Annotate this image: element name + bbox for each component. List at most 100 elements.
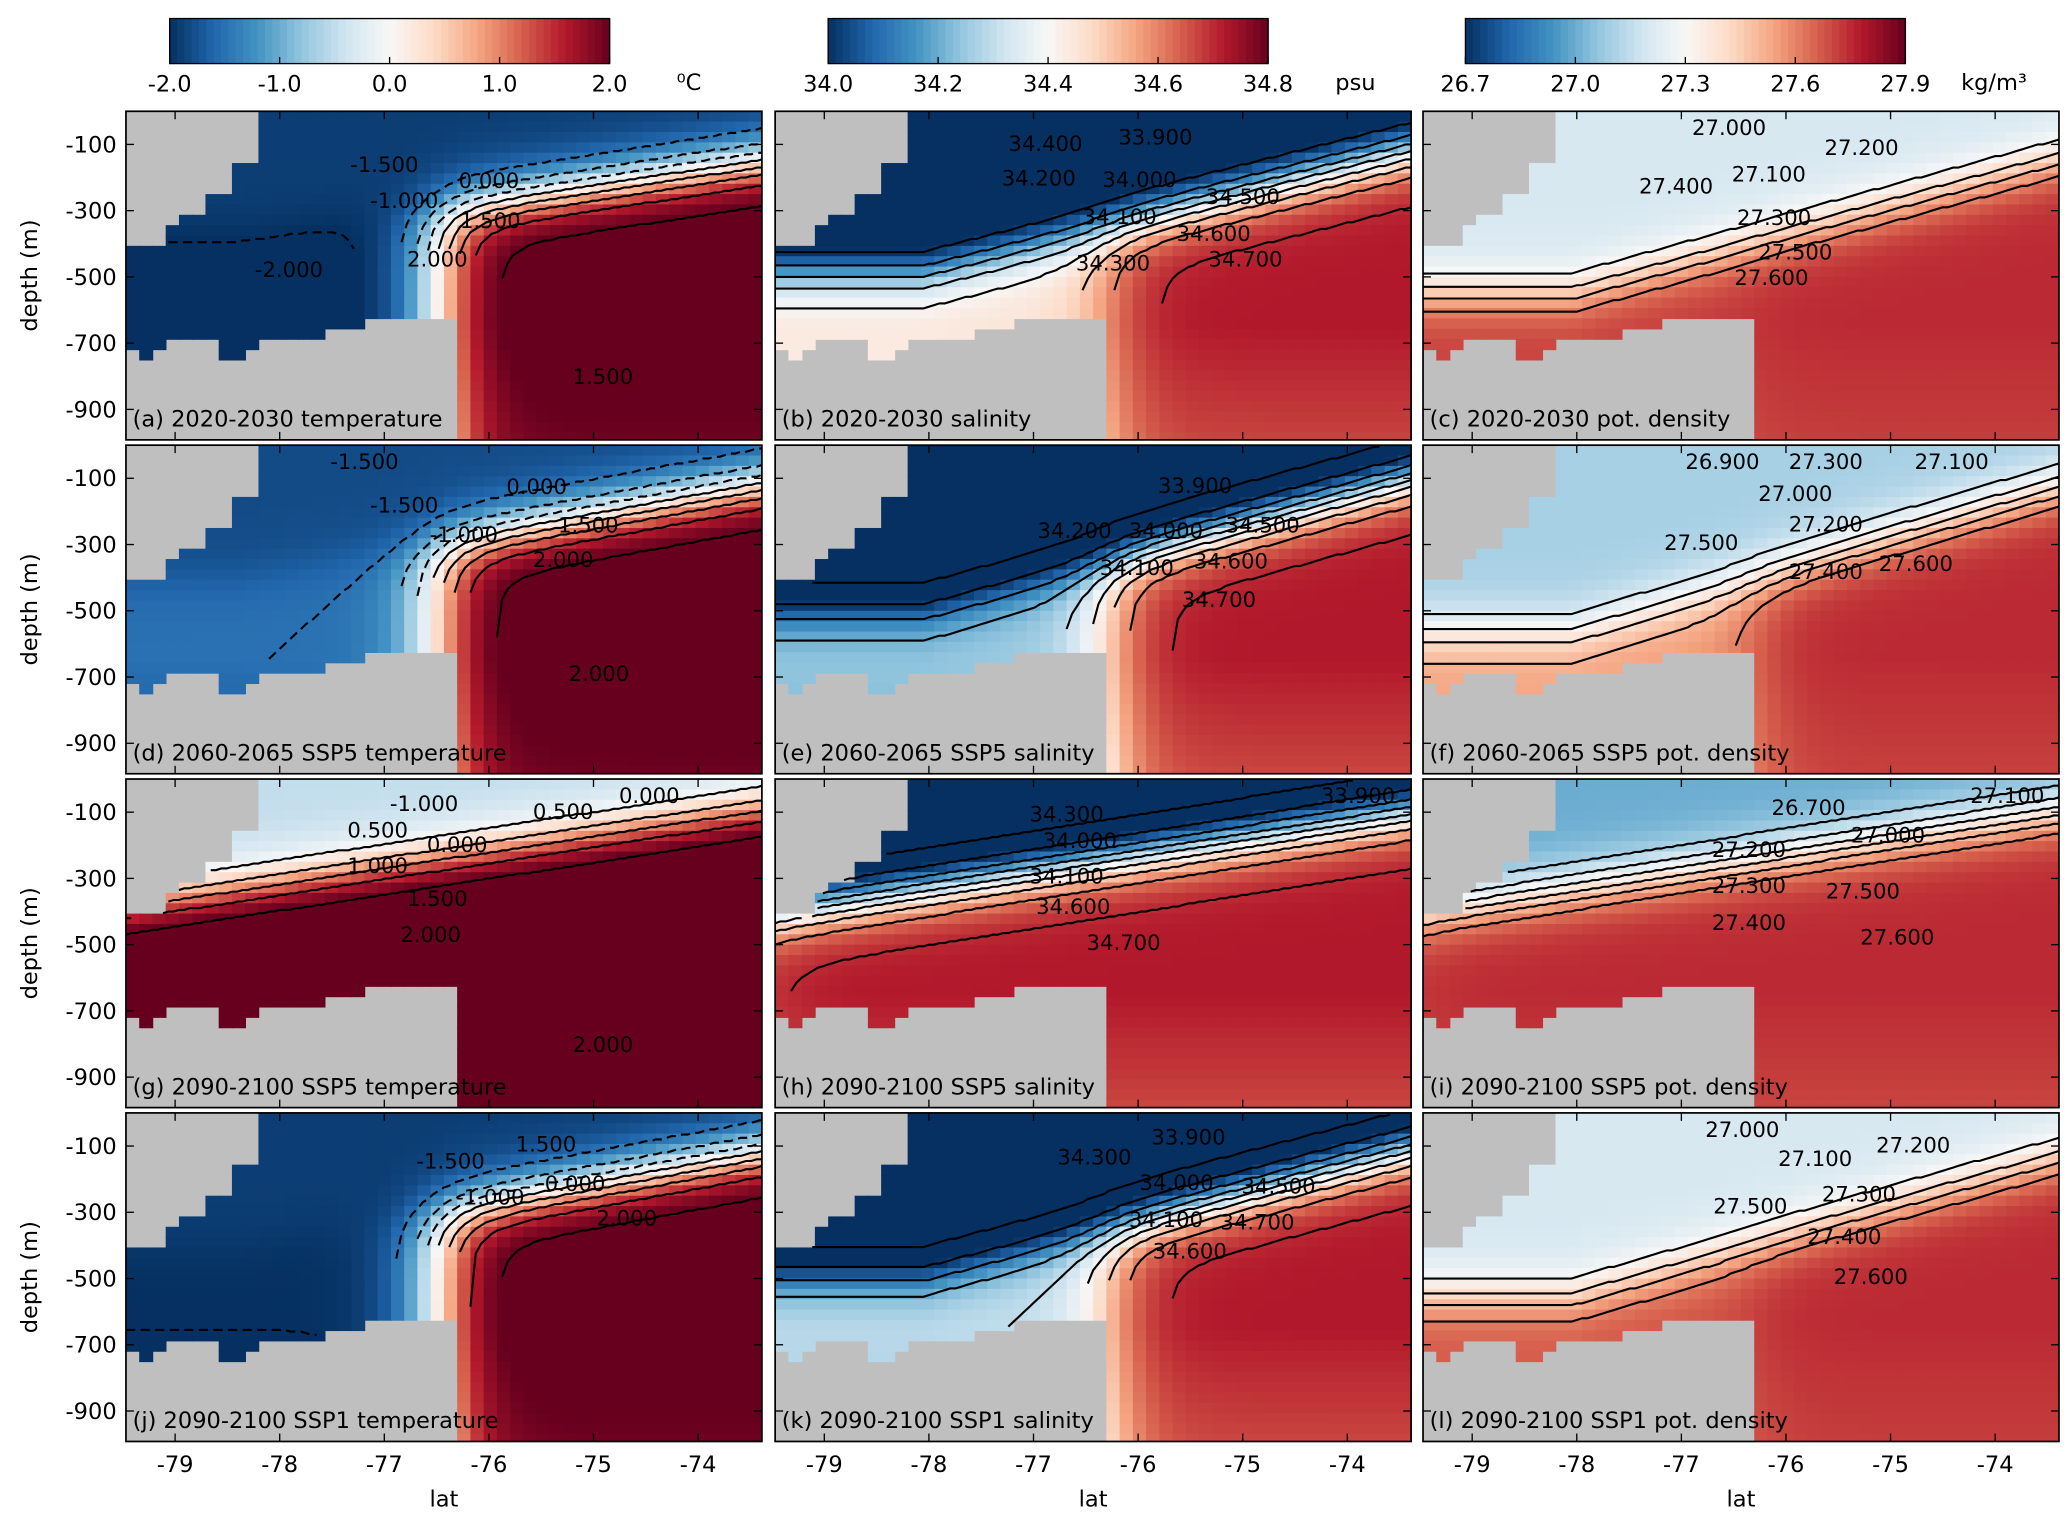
heatmap-cell bbox=[404, 631, 419, 643]
colorbar-swatch bbox=[294, 18, 303, 64]
heatmap-cell bbox=[457, 652, 472, 664]
heatmap-cell bbox=[510, 683, 525, 695]
heatmap-cell bbox=[642, 390, 657, 402]
colorbar-swatch bbox=[1765, 18, 1775, 64]
heatmap-cell bbox=[483, 621, 498, 633]
heatmap-cell bbox=[629, 370, 644, 382]
heatmap-cell bbox=[1899, 235, 1915, 247]
heatmap-cell bbox=[788, 339, 803, 351]
heatmap-cell bbox=[1926, 256, 1941, 268]
heatmap-cell bbox=[510, 401, 525, 413]
heatmap-cell bbox=[1093, 131, 1108, 144]
heatmap-cell bbox=[1687, 235, 1703, 247]
heatmap-cell bbox=[1873, 131, 1888, 144]
heatmap-cell bbox=[1291, 194, 1306, 206]
heatmap-cell bbox=[1026, 152, 1041, 164]
heatmap-cell bbox=[536, 256, 551, 268]
heatmap-cell bbox=[178, 662, 193, 674]
heatmap-cell bbox=[1132, 401, 1147, 413]
heatmap-cell bbox=[1621, 214, 1636, 226]
heatmap-cell bbox=[1515, 297, 1530, 309]
heatmap-cell bbox=[1966, 328, 1981, 340]
heatmap-cell bbox=[298, 194, 313, 206]
heatmap-cell bbox=[1568, 235, 1583, 247]
heatmap-cell bbox=[324, 297, 339, 309]
heatmap-cell bbox=[351, 527, 366, 540]
heatmap-cell bbox=[218, 548, 233, 560]
heatmap-cell bbox=[735, 339, 750, 351]
heatmap-cell bbox=[496, 349, 511, 361]
heatmap-cell bbox=[1079, 152, 1094, 164]
heatmap-cell bbox=[1079, 225, 1094, 237]
heatmap-cell bbox=[377, 256, 392, 268]
heatmap-cell bbox=[443, 465, 458, 478]
heatmap-cell bbox=[735, 194, 750, 206]
heatmap-cell bbox=[1252, 359, 1267, 371]
heatmap-cell bbox=[324, 600, 339, 612]
heatmap-cell bbox=[894, 266, 909, 278]
heatmap-cell bbox=[1568, 121, 1583, 133]
heatmap-cell bbox=[1013, 121, 1028, 133]
heatmap-cell bbox=[894, 256, 909, 268]
heatmap-cell bbox=[510, 486, 525, 498]
heatmap-cell bbox=[523, 755, 538, 767]
heatmap-cell bbox=[1423, 256, 1438, 268]
heatmap-cell bbox=[496, 652, 511, 664]
heatmap-cell bbox=[1199, 214, 1214, 226]
colorbar-swatch bbox=[1143, 18, 1152, 64]
heatmap-cell bbox=[947, 287, 962, 299]
heatmap-cell bbox=[417, 121, 432, 133]
heatmap-cell bbox=[1358, 194, 1373, 206]
heatmap-cell bbox=[1265, 328, 1280, 340]
heatmap-cell bbox=[351, 496, 366, 509]
heatmap-cell bbox=[311, 621, 326, 633]
heatmap-cell bbox=[1172, 245, 1187, 257]
heatmap-cell bbox=[1079, 287, 1094, 299]
heatmap-cell bbox=[589, 527, 604, 540]
heatmap-cell bbox=[523, 152, 538, 164]
heatmap-cell bbox=[616, 121, 631, 133]
heatmap-cell bbox=[867, 235, 882, 247]
heatmap-cell bbox=[1542, 328, 1557, 340]
heatmap-cell bbox=[1939, 245, 1954, 257]
heatmap-cell bbox=[2019, 401, 2034, 413]
heatmap-cell bbox=[867, 194, 882, 206]
heatmap-cell bbox=[337, 318, 352, 330]
heatmap-cell bbox=[2045, 370, 2059, 382]
heatmap-cell bbox=[748, 287, 762, 299]
heatmap-cell bbox=[245, 163, 260, 175]
colorbar-salinity: 34.0 34.2 34.4 34.6 34.8 psu bbox=[803, 17, 1376, 97]
heatmap-cell bbox=[364, 173, 379, 185]
heatmap-cell bbox=[1833, 421, 1848, 433]
heatmap-cell bbox=[1040, 173, 1055, 185]
heatmap-cell bbox=[430, 214, 445, 226]
heatmap-cell bbox=[1225, 235, 1240, 247]
heatmap-cell bbox=[549, 579, 564, 591]
heatmap-cell bbox=[470, 131, 485, 144]
heatmap-cell bbox=[311, 507, 326, 519]
heatmap-cell bbox=[616, 559, 631, 571]
heatmap-cell bbox=[1132, 307, 1147, 320]
heatmap-cell bbox=[1040, 194, 1055, 206]
heatmap-cell bbox=[881, 349, 896, 361]
heatmap-cell bbox=[258, 600, 273, 612]
heatmap-cell bbox=[271, 256, 286, 268]
heatmap-cell bbox=[1305, 121, 1320, 133]
heatmap-cell bbox=[1278, 349, 1293, 361]
heatmap-cell bbox=[616, 111, 631, 123]
heatmap-cell bbox=[1635, 152, 1650, 164]
colorbar-swatch bbox=[308, 18, 318, 64]
heatmap-cell bbox=[642, 411, 657, 423]
heatmap-cell bbox=[1979, 194, 1994, 206]
heatmap-cell bbox=[1860, 421, 1875, 433]
heatmap-cell bbox=[695, 245, 710, 257]
heatmap-cell bbox=[2019, 204, 2034, 216]
heatmap-cell bbox=[748, 401, 762, 413]
colorbar-swatch bbox=[389, 18, 398, 64]
heatmap-cell bbox=[165, 559, 180, 571]
heatmap-cell bbox=[1793, 432, 1809, 440]
heatmap-cell bbox=[1185, 401, 1200, 413]
heatmap-cell bbox=[337, 621, 352, 633]
heatmap-cell bbox=[1807, 401, 1822, 413]
heatmap-cell bbox=[298, 527, 313, 540]
